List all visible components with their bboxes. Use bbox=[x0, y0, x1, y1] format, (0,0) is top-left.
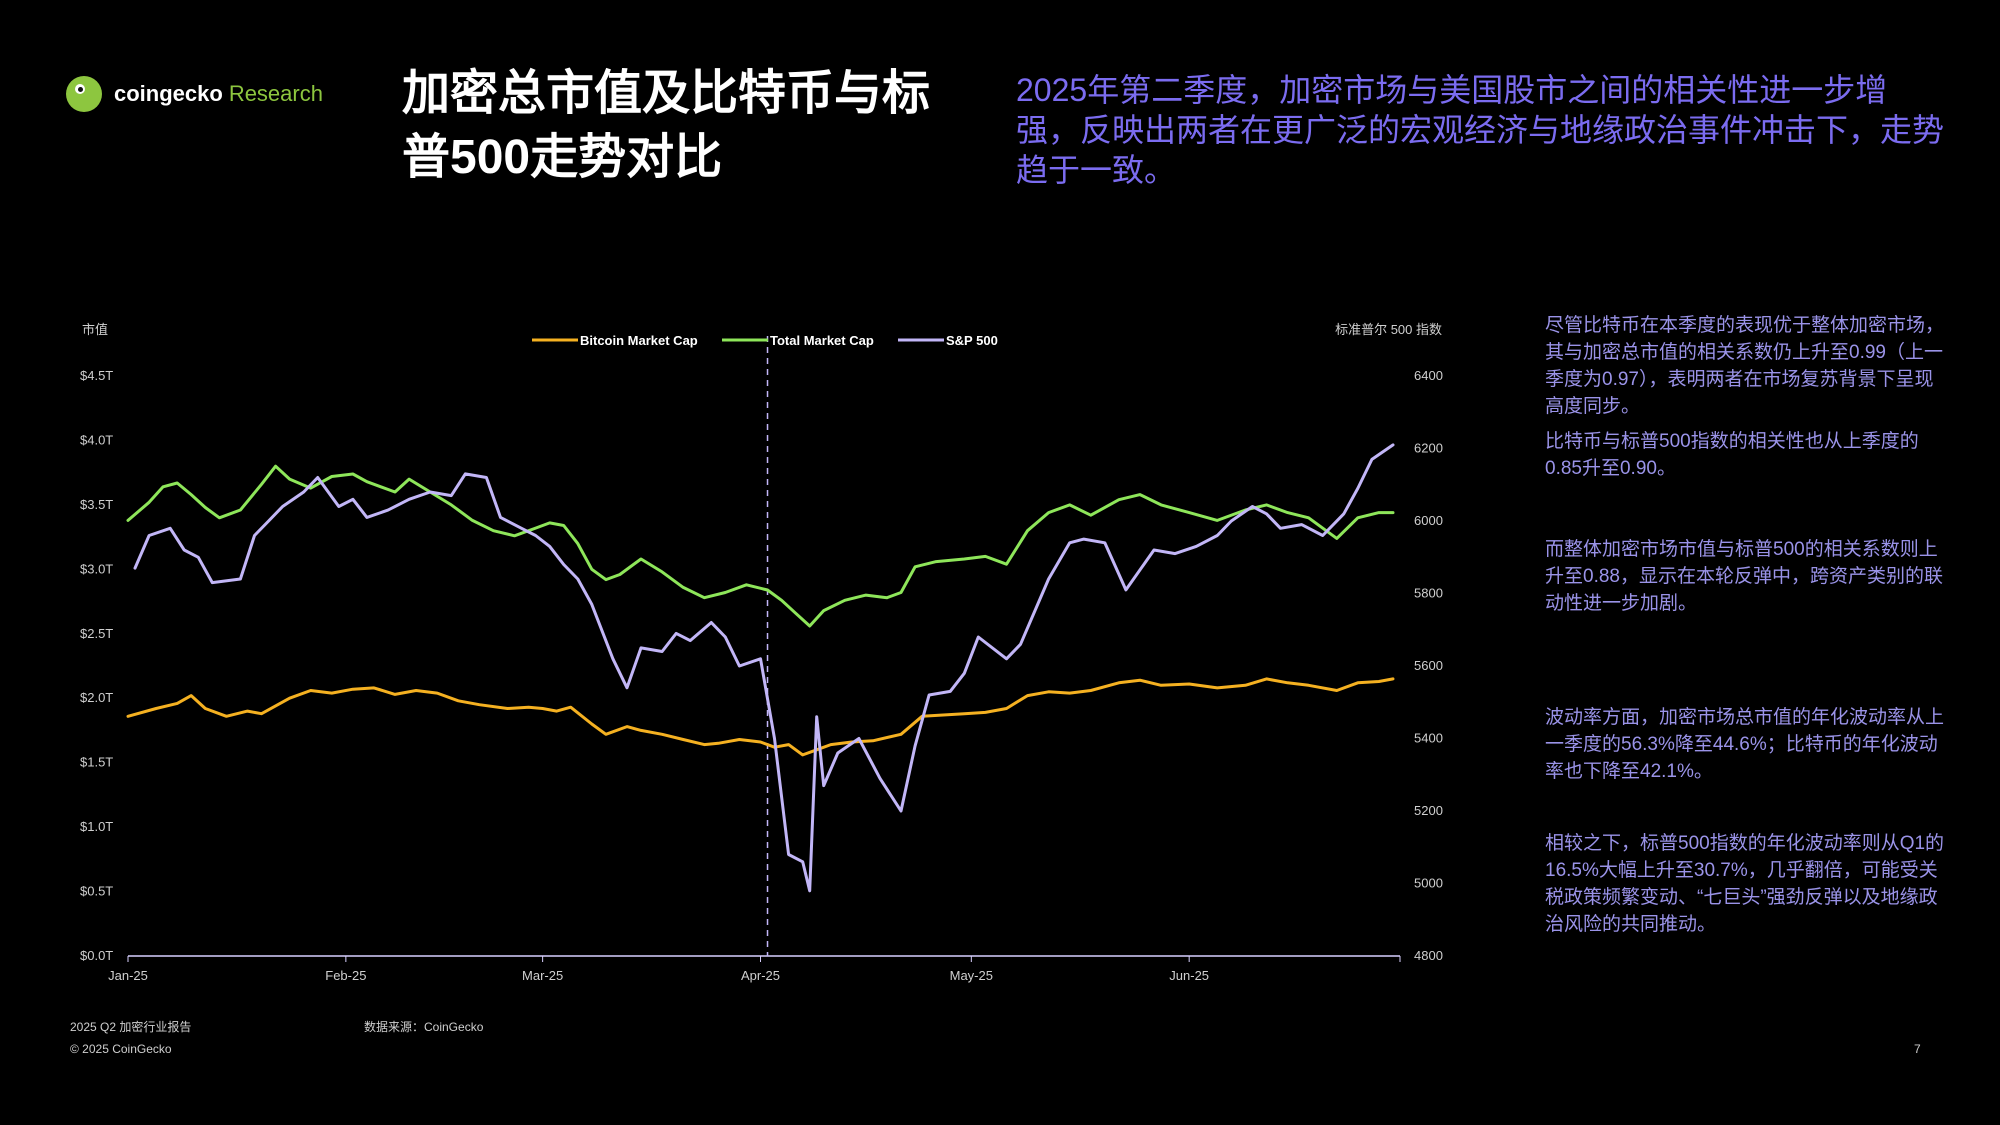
logo-research: Research bbox=[228, 81, 323, 106]
left-tick-label: $3.5T bbox=[80, 497, 113, 512]
logo-brand: coingecko bbox=[114, 81, 223, 106]
left-tick-label: $4.5T bbox=[80, 368, 113, 383]
gecko-icon bbox=[66, 76, 102, 112]
chart-container: 市值 标准普尔 500 指数 $0.0T $0.5T $1.0T $1.5T $2.0T $2… bbox=[0, 300, 1480, 1000]
market-cap-chart: 市值 标准普尔 500 指数 $0.0T $0.5T $1.0T $1.5T $2.0T $2… bbox=[80, 322, 1443, 983]
right-tick-label: 6400 bbox=[1414, 368, 1443, 383]
right-tick-label: 6000 bbox=[1414, 513, 1443, 528]
side-note-2: 比特币与标普500指数的相关性也从上季度的0.85升至0.90。 bbox=[1545, 431, 1919, 479]
right-tick-label: 5000 bbox=[1414, 876, 1443, 891]
series-line-bitcoin-market-cap bbox=[126, 677, 1395, 757]
left-tick-label: $2.0T bbox=[80, 690, 113, 705]
left-tick-label: $2.5T bbox=[80, 626, 113, 641]
right-tick-label: 5600 bbox=[1414, 658, 1443, 673]
footer-report: 2025 Q2 加密行业报告 bbox=[70, 1020, 192, 1034]
footer-source: 数据来源：CoinGecko bbox=[364, 1020, 484, 1034]
side-note-5: 相较之下，标普500指数的年化波动率则从Q1的16.5%大幅上升至30.7%，几… bbox=[1545, 833, 1945, 935]
side-note-3: 而整体加密市场市值与标普500的相关系数则上升至0.88，显示在本轮反弹中，跨资… bbox=[1545, 539, 1943, 614]
left-tick-label: $0.0T bbox=[80, 948, 113, 963]
x-tick-label: Mar-25 bbox=[522, 968, 563, 983]
series-line-s-p-500 bbox=[133, 443, 1395, 893]
right-axis-title: 标准普尔 500 指数 bbox=[1335, 322, 1442, 337]
x-tick-label: Apr-25 bbox=[741, 968, 780, 983]
x-tick-label: Jun-25 bbox=[1169, 968, 1209, 983]
summary-text: 2025年第二季度，加密市场与美国股市之间的相关性进一步增强，反映出两者在更广泛… bbox=[1016, 72, 1945, 188]
left-tick-label: $1.0T bbox=[80, 819, 113, 834]
page-number: 7 bbox=[1914, 1042, 1921, 1056]
legend-label: Bitcoin Market Cap bbox=[580, 333, 698, 348]
right-tick-label: 5800 bbox=[1414, 586, 1443, 601]
right-tick-label: 5400 bbox=[1414, 731, 1443, 746]
x-tick-label: Jan-25 bbox=[108, 968, 148, 983]
left-tick-label: $4.0T bbox=[80, 432, 113, 447]
coingecko-logo: coingecko Research bbox=[66, 76, 323, 112]
series-line-total-market-cap bbox=[126, 464, 1395, 628]
right-tick-label: 6200 bbox=[1414, 441, 1443, 456]
left-tick-label: $3.0T bbox=[80, 561, 113, 576]
x-tick-label: May-25 bbox=[950, 968, 993, 983]
legend-label: Total Market Cap bbox=[770, 333, 874, 348]
side-note-4: 波动率方面，加密市场总市值的年化波动率从上一季度的56.3%降至44.6%；比特… bbox=[1545, 707, 1945, 782]
side-note-1: 尽管比特币在本季度的表现优于整体加密市场，其与加密总市值的相关系数仍上升至0.9… bbox=[1545, 315, 1945, 417]
left-tick-label: $0.5T bbox=[80, 884, 113, 899]
left-axis-title: 市值 bbox=[82, 322, 108, 337]
left-tick-label: $1.5T bbox=[80, 755, 113, 770]
legend-label: S&P 500 bbox=[946, 333, 998, 348]
right-tick-label: 5200 bbox=[1414, 803, 1443, 818]
page-title: 加密总市值及比特币与标普500走势对比 bbox=[402, 67, 931, 184]
footer-copyright: © 2025 CoinGecko bbox=[70, 1042, 172, 1056]
right-tick-label: 4800 bbox=[1414, 948, 1443, 963]
x-tick-label: Feb-25 bbox=[325, 968, 366, 983]
